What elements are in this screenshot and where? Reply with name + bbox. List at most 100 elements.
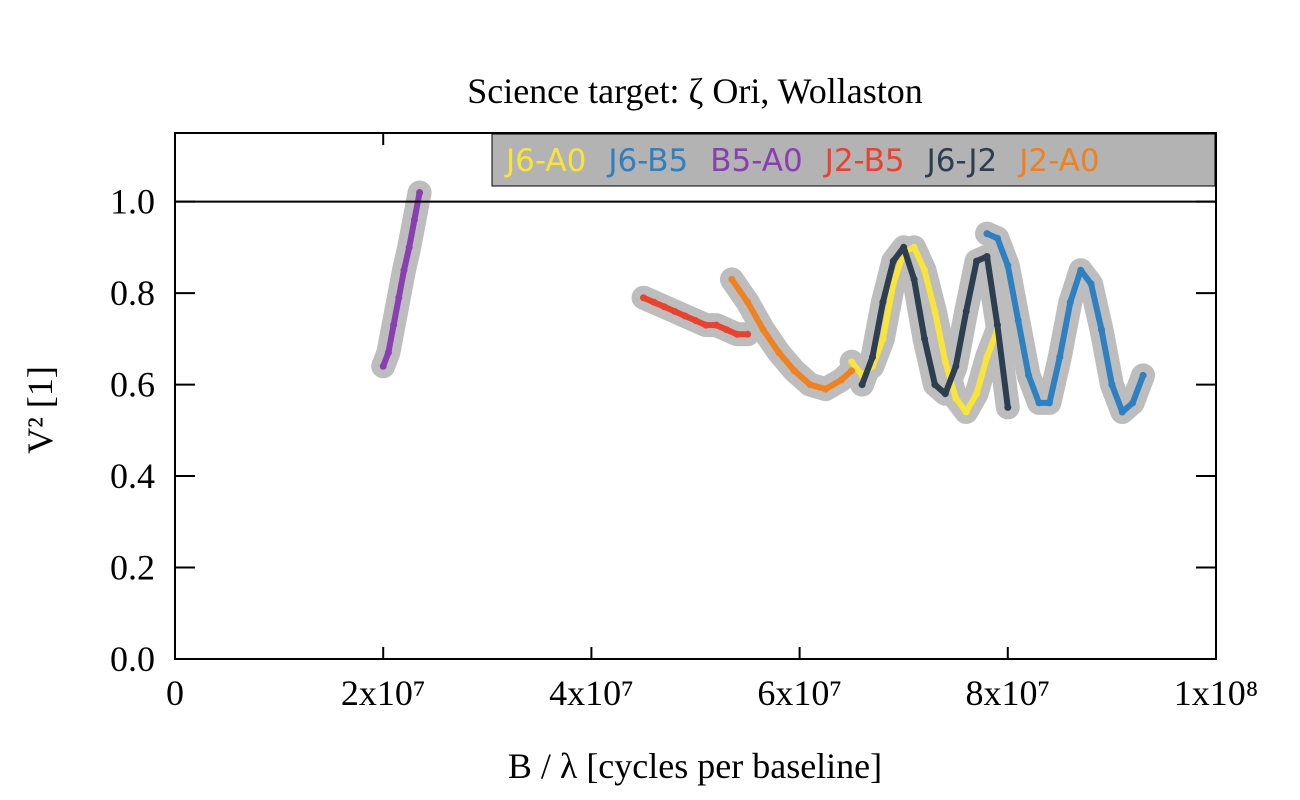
data-point (1129, 399, 1137, 407)
data-point (941, 390, 949, 398)
data-point (775, 349, 783, 356)
data-point (941, 358, 949, 366)
data-point (416, 189, 424, 196)
data-points (379, 189, 1147, 416)
data-point (879, 298, 887, 306)
data-point (983, 230, 991, 238)
data-point (1004, 403, 1012, 411)
ticks: 0 2x10⁷ 4x10⁷ 6x10⁷ 8x10⁷ 1x10⁸ 0.0 0.2 0.4 0.6 0.… (110, 133, 1258, 713)
data-point (931, 381, 939, 389)
data-point (759, 326, 767, 334)
legend: J6-A0 J6-B5 B5-A0 J2-B5 J6-J2 J2-A0 (491, 133, 1216, 187)
data-point (1014, 317, 1022, 324)
data-point (640, 294, 647, 302)
data-point (973, 257, 981, 265)
data-point (671, 307, 679, 315)
x-tick-label: 4x10⁷ (549, 673, 634, 713)
data-point (744, 298, 752, 306)
axes (174, 132, 1217, 660)
x-tick-label: 2x10⁷ (341, 673, 426, 713)
data-point (728, 275, 736, 283)
data-point (1045, 399, 1053, 407)
data-point (848, 358, 856, 366)
data-point (744, 330, 752, 338)
legend-entry-j2-b5: J2-B5 (823, 143, 905, 179)
data-point (931, 307, 939, 315)
data-point (410, 216, 418, 224)
x-tick-label: 8x10⁷ (966, 673, 1051, 713)
legend-entry-j6-b5: J6-B5 (606, 143, 688, 179)
x-tick-label: 0 (166, 673, 184, 713)
legend-entry-b5-a0: B5-A0 (710, 143, 802, 179)
data-point (723, 326, 731, 334)
data-point (1118, 408, 1126, 416)
data-point (733, 330, 741, 338)
labels: Science target: ζ Ori, Wollaston B / λ [… (20, 71, 923, 786)
data-point (822, 385, 830, 393)
data-point (837, 376, 845, 384)
legend-box (491, 133, 1216, 187)
data-point (395, 294, 403, 302)
data-point (1108, 381, 1116, 389)
data-point (962, 408, 970, 416)
data-point (790, 367, 798, 375)
chart-title: Science target: ζ Ori, Wollaston (467, 71, 923, 111)
data-point (848, 367, 856, 375)
data-point (806, 381, 814, 389)
data-point (1087, 280, 1095, 288)
data-point (1004, 262, 1012, 270)
plot-frame (174, 132, 1217, 660)
data-point (400, 266, 408, 274)
data-point (1098, 326, 1105, 334)
legend-entry-j6-j2: J6-J2 (925, 143, 998, 179)
data-point (983, 353, 991, 361)
series-line-j6-b5 (984, 230, 1147, 415)
data-point (1139, 371, 1147, 379)
data-point (702, 321, 710, 329)
data-point (1077, 266, 1085, 274)
x-tick-label: 6x10⁷ (757, 673, 842, 713)
data-point (889, 280, 897, 288)
x-tick-label: 1x10⁸ (1174, 673, 1259, 713)
data-point (952, 394, 960, 402)
data-point (879, 335, 887, 343)
series-line-b5-a0 (380, 189, 423, 370)
data-point (650, 298, 658, 306)
data-point (712, 321, 720, 329)
y-tick-label: 0.0 (110, 639, 155, 679)
data-point (390, 321, 398, 329)
y-tick-label: 0.8 (110, 273, 155, 313)
y-tick-label: 0.2 (110, 548, 155, 588)
data-point (681, 312, 689, 320)
data-point (384, 349, 392, 356)
x-axis-label: B / λ [cycles per baseline] (508, 746, 882, 786)
data-point (1025, 371, 1033, 379)
data-point (405, 243, 413, 251)
data-point (910, 275, 918, 283)
data-point (889, 257, 897, 265)
data-point (910, 243, 918, 251)
data-point (692, 317, 699, 324)
data-point (869, 353, 876, 361)
data-point (900, 243, 908, 251)
data-point (952, 362, 960, 370)
y-tick-label: 0.4 (110, 456, 155, 496)
data-point (973, 390, 981, 398)
legend-entry-j6-a0: J6-A0 (504, 143, 586, 179)
data-point (660, 303, 668, 311)
data-point (1056, 353, 1064, 361)
data-point (1066, 298, 1074, 306)
y-tick-label: 0.6 (110, 365, 155, 405)
data-point (993, 321, 1001, 329)
data-point (921, 266, 928, 274)
y-tick-label: 1.0 (110, 182, 155, 222)
data-point (983, 253, 991, 260)
data-point (858, 381, 866, 389)
legend-entry-j2-a0: J2-A0 (1017, 143, 1099, 179)
data-point (921, 335, 928, 343)
y-axis-label: V² [1] (20, 366, 60, 454)
data-point (379, 362, 387, 370)
data-point (993, 234, 1001, 242)
data-point (1035, 399, 1043, 407)
